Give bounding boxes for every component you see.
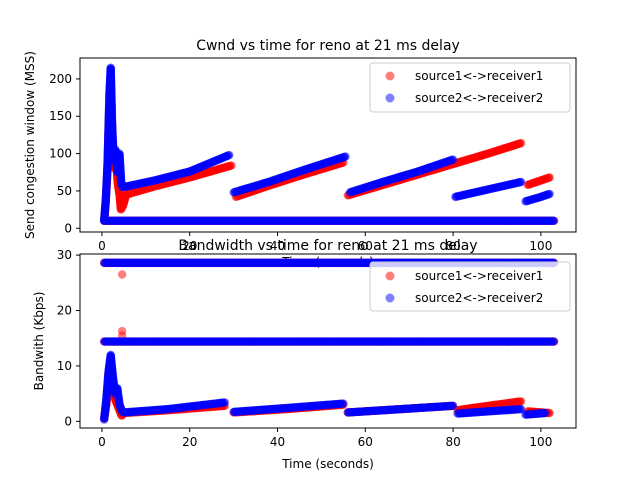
cwnd-point-s1-g4-27 [545,173,554,182]
cwnd-plot-points [99,63,559,225]
bandwidth-outlier-s1-0 [117,270,127,279]
cwnd-point-s2-g5-29 [545,189,554,199]
cwnd-legend-label-source2: source2<->receiver2 [415,91,543,105]
cwnd-point-s2-g2-132 [341,152,350,161]
bandwidth-point-s2-g2-123 [339,399,348,408]
cwnd-x-tick-label-0: 0 [98,239,106,253]
cwnd-legend-label-source1: source1<->receiver1 [415,69,543,83]
cwnd-y-tick-label-1: 50 [57,184,72,198]
cwnd-point-s1-g3-203 [516,138,526,148]
cwnd-legend-marker-source1 [385,71,395,81]
bandwidth-point-s1-g4-72 [516,397,526,406]
cwnd-legend-marker-source2 [385,93,395,103]
cwnd-y-tick-label-2: 100 [49,147,72,161]
cwnd-y-tick-label-0: 0 [64,221,72,235]
bandwidth-point-s2-g5-23 [541,408,550,418]
cwnd-point-s2-g1-125 [225,150,234,160]
cwnd-point-s2-g6-500 [549,216,559,225]
cwnd-y-tick-label-3: 150 [49,109,72,123]
cwnd-point-s2-g4-76 [516,177,526,187]
cwnd-legend: source1<->receiver1 source2<->receiver2 [369,62,571,113]
bandwidth-point-s2-g1-113 [220,398,230,407]
bandwidth-point-s2-g3-118 [448,401,458,411]
cwnd-y-axis-label: Send congestion window (MSS) [23,51,37,239]
cwnd-point-s2-g3-122 [448,155,458,164]
cwnd-series-2 [99,63,559,225]
cwnd-chart-title: Cwnd vs time for reno at 21 ms delay [196,38,460,54]
cwnd-point-s1-g1-123 [227,161,236,170]
cwnd-x-tick-label-5: 100 [529,239,552,253]
cwnd-y-tick-label-4: 200 [49,72,72,86]
